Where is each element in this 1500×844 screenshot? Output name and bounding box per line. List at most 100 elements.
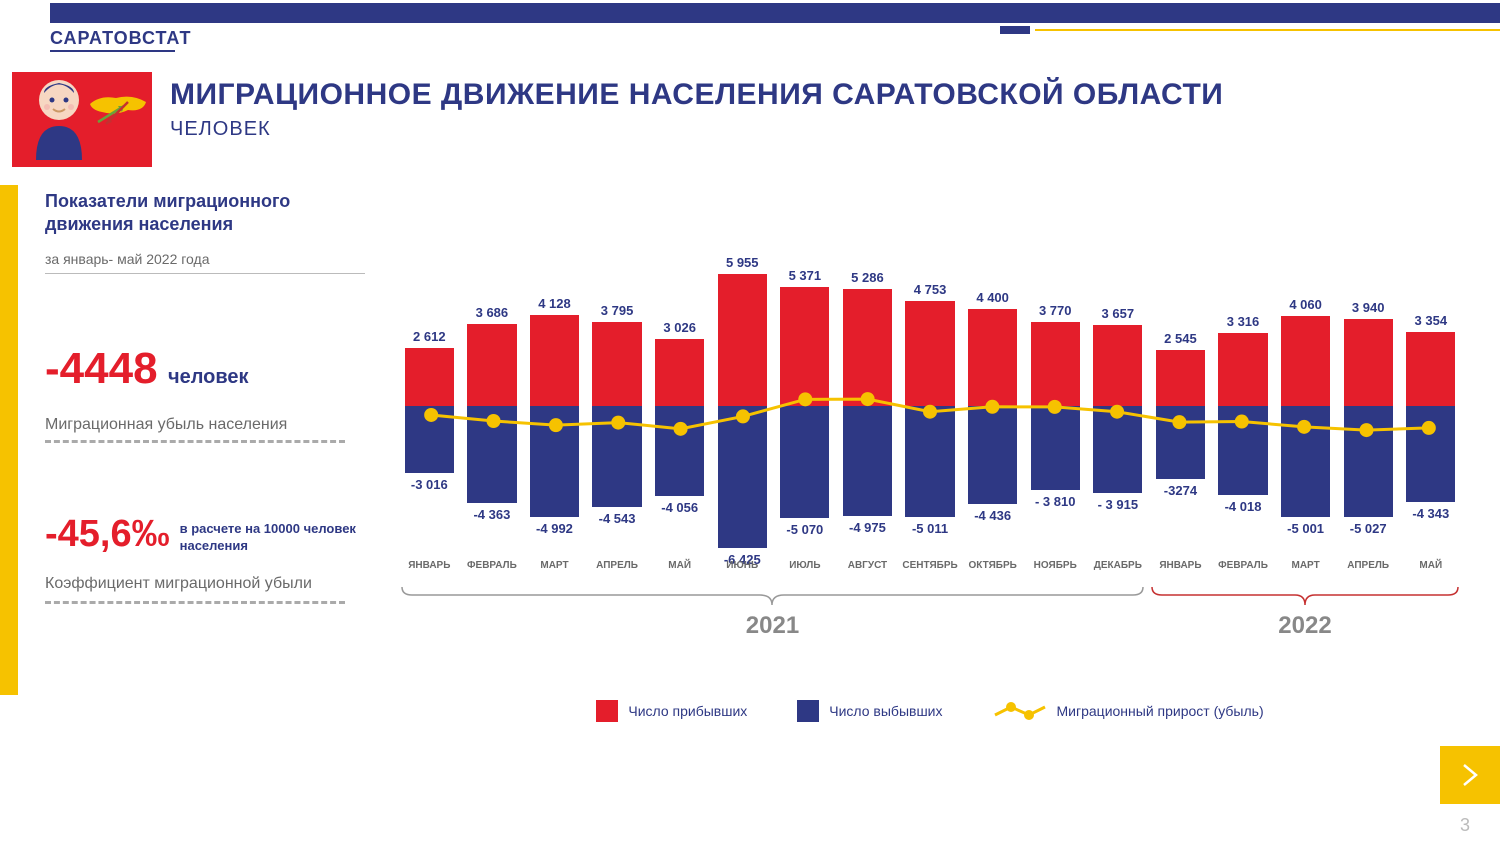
bar-neg [1093, 406, 1142, 493]
month-label: ДЕКАБРЬ [1089, 560, 1148, 571]
map-arrows-icon [88, 92, 150, 135]
bar-col: 3 354-4 343МАЙ [1402, 230, 1461, 550]
dash-divider-1 [45, 440, 345, 443]
month-label: АВГУСТ [838, 560, 897, 571]
bar-neg [1281, 406, 1330, 517]
bars-container: 2 612-3 016ЯНВАРЬ3 686-4 363ФЕВРАЛЬ4 128… [400, 230, 1460, 550]
month-label: МАРТ [1276, 560, 1335, 571]
month-label: ЯНВАРЬ [1151, 560, 1210, 571]
bar-neg [843, 406, 892, 516]
top-bar [50, 3, 1500, 23]
bar-pos-label: 4 400 [963, 290, 1022, 305]
legend-net-swatch [993, 701, 1047, 721]
bar-neg [968, 406, 1017, 504]
title-block: МИГРАЦИОННОЕ ДВИЖЕНИЕ НАСЕЛЕНИЯ САРАТОВС… [170, 78, 1223, 141]
month-label: ФЕВРАЛЬ [1214, 560, 1273, 571]
kpi2-label: Коэффициент миграционной убыли [45, 574, 365, 595]
bar-neg-label: - 3 810 [1026, 494, 1085, 509]
kpi-1: -4448 человек [45, 344, 365, 394]
bar-col: 4 400-4 436ОКТЯБРЬ [963, 230, 1022, 550]
page-number: 3 [1460, 815, 1470, 836]
bar-col: 5 286-4 975АВГУСТ [838, 230, 897, 550]
bar-pos-label: 3 686 [463, 305, 522, 320]
bar-pos [530, 315, 579, 406]
month-label: МАЙ [1402, 560, 1461, 571]
bar-pos [1218, 333, 1267, 406]
bar-pos [655, 339, 704, 406]
person-icon [30, 78, 88, 165]
bar-col: 4 753-5 011СЕНТЯБРЬ [901, 230, 960, 550]
bar-pos [905, 301, 954, 406]
month-label: ИЮЛЬ [776, 560, 835, 571]
bar-neg-label: -4 992 [525, 521, 584, 536]
bar-col: 3 770- 3 810НОЯБРЬ [1026, 230, 1085, 550]
bar-pos-label: 3 795 [588, 303, 647, 318]
bar-neg [467, 406, 516, 503]
bar-pos [1406, 332, 1455, 406]
bar-pos-label: 4 060 [1276, 297, 1335, 312]
bar-pos [1344, 319, 1393, 406]
bar-col: 3 657- 3 915ДЕКАБРЬ [1089, 230, 1148, 550]
top-accent [1000, 26, 1030, 34]
bar-pos-label: 3 940 [1339, 300, 1398, 315]
legend-arrivals: Число прибывших [596, 700, 747, 722]
bar-pos-label: 5 955 [713, 255, 772, 270]
month-label: ИЮНЬ [713, 560, 772, 571]
legend-net: Миграционный прирост (убыль) [993, 701, 1264, 721]
legend-arrivals-swatch [596, 700, 618, 722]
bar-pos-label: 3 354 [1402, 313, 1461, 328]
bar-col: 3 686-4 363ФЕВРАЛЬ [463, 230, 522, 550]
kpi-2: -45,6‰ в расчете на 10000 человек населе… [45, 513, 365, 556]
month-label: АПРЕЛЬ [1339, 560, 1398, 571]
bar-pos-label: 5 371 [776, 268, 835, 283]
bar-col: 4 128-4 992МАРТ [525, 230, 584, 550]
legend-departures: Число выбывших [797, 700, 942, 722]
bar-neg-label: -5 027 [1339, 521, 1398, 536]
bar-pos-label: 2 612 [400, 329, 459, 344]
bar-col: 5 955-6 425ИЮНЬ [713, 230, 772, 550]
bar-neg-label: -3274 [1151, 483, 1210, 498]
month-label: МАРТ [525, 560, 584, 571]
bar-col: 3 940-5 027АПРЕЛЬ [1339, 230, 1398, 550]
bar-neg-label: -4 436 [963, 508, 1022, 523]
bar-neg [905, 406, 954, 517]
bar-neg [1344, 406, 1393, 517]
bar-neg [1031, 406, 1080, 490]
bar-col: 4 060-5 001МАРТ [1276, 230, 1335, 550]
chevron-right-icon [1458, 761, 1482, 789]
bar-col: 3 795-4 543АПРЕЛЬ [588, 230, 647, 550]
top-line [1035, 29, 1500, 31]
bar-neg-label: -4 343 [1402, 506, 1461, 521]
month-label: АПРЕЛЬ [588, 560, 647, 571]
bar-neg [780, 406, 829, 518]
lp-divider [45, 273, 365, 274]
year-2022-group: 2022 [1150, 585, 1460, 640]
bar-neg-label: -4 056 [650, 500, 709, 515]
bar-pos [1031, 322, 1080, 406]
lp-period: за январь- май 2022 года [45, 251, 365, 267]
bar-pos [1281, 316, 1330, 406]
bar-col: 2 612-3 016ЯНВАРЬ [400, 230, 459, 550]
lp-heading: Показатели миграционного движения населе… [45, 190, 365, 237]
bar-pos [1093, 325, 1142, 406]
legend-net-label: Миграционный прирост (убыль) [1057, 703, 1264, 719]
migration-chart: 2 612 -3 016 ЯНВАРЬ 3 686-4 363ФЕВРАЛЬ4 128… [400, 230, 1460, 610]
month-label: ЯНВАРЬ [400, 560, 459, 571]
bar-neg [718, 406, 767, 548]
month-label: МАЙ [650, 560, 709, 571]
kpi1-label: Миграционная убыль населения [45, 416, 365, 434]
year-2021-group: 2021 [400, 585, 1145, 640]
bar-col: 3 316-4 018ФЕВРАЛЬ [1214, 230, 1273, 550]
bar-neg [405, 406, 454, 473]
bar-pos-label: 3 026 [650, 320, 709, 335]
bar-neg-label: -4 543 [588, 511, 647, 526]
bar-neg-label: -3 016 [400, 477, 459, 492]
next-button[interactable] [1440, 746, 1500, 804]
bar-pos-label: 3 770 [1026, 303, 1085, 318]
bar-pos [843, 289, 892, 406]
side-accent [0, 185, 18, 695]
year-2022-label: 2022 [1150, 612, 1460, 640]
legend: Число прибывших Число выбывших Миграцион… [400, 700, 1460, 722]
bar-pos [467, 324, 516, 406]
bar-neg-label: -5 070 [776, 522, 835, 537]
